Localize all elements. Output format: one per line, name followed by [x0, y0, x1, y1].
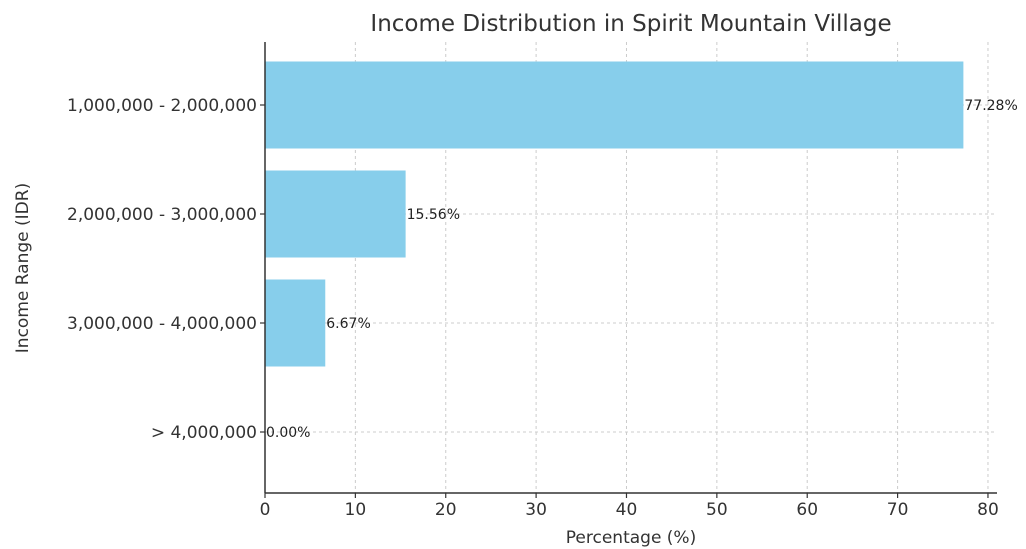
x-tick-label: 30 [525, 500, 547, 520]
y-tick-label: 3,000,000 - 4,000,000 [67, 314, 257, 334]
y-axis-title: Income Range (IDR) [13, 183, 33, 353]
bar-value-label: 77.28% [964, 98, 1017, 114]
x-axis-title: Percentage (%) [566, 528, 696, 548]
bar-value-label: 0.00% [266, 425, 310, 441]
x-tick-label: 40 [616, 500, 638, 520]
x-tick-label: 70 [887, 500, 909, 520]
y-tick-label: > 4,000,000 [151, 423, 257, 443]
x-tick-label: 80 [977, 500, 999, 520]
bar-value-label: 6.67% [326, 316, 370, 332]
bars [265, 61, 964, 367]
chart-title: Income Distribution in Spirit Mountain V… [370, 11, 891, 37]
bar-value-label: 15.56% [407, 207, 460, 223]
bar [265, 170, 406, 258]
x-tick-label: 20 [435, 500, 457, 520]
bar [265, 61, 964, 149]
x-tick-label: 60 [796, 500, 818, 520]
data-labels: 77.28% 15.56% 6.67% 0.00% [266, 98, 1018, 441]
x-tick-label: 10 [345, 500, 367, 520]
bar [265, 279, 326, 367]
x-tick-label: 0 [260, 500, 271, 520]
y-tick-label: 1,000,000 - 2,000,000 [67, 96, 257, 116]
x-tick-label: 50 [706, 500, 728, 520]
y-tick-label: 2,000,000 - 3,000,000 [67, 205, 257, 225]
axes: 0 10 20 30 40 50 60 70 80 1,000,000 - 2,000,000 2,… [67, 42, 999, 520]
